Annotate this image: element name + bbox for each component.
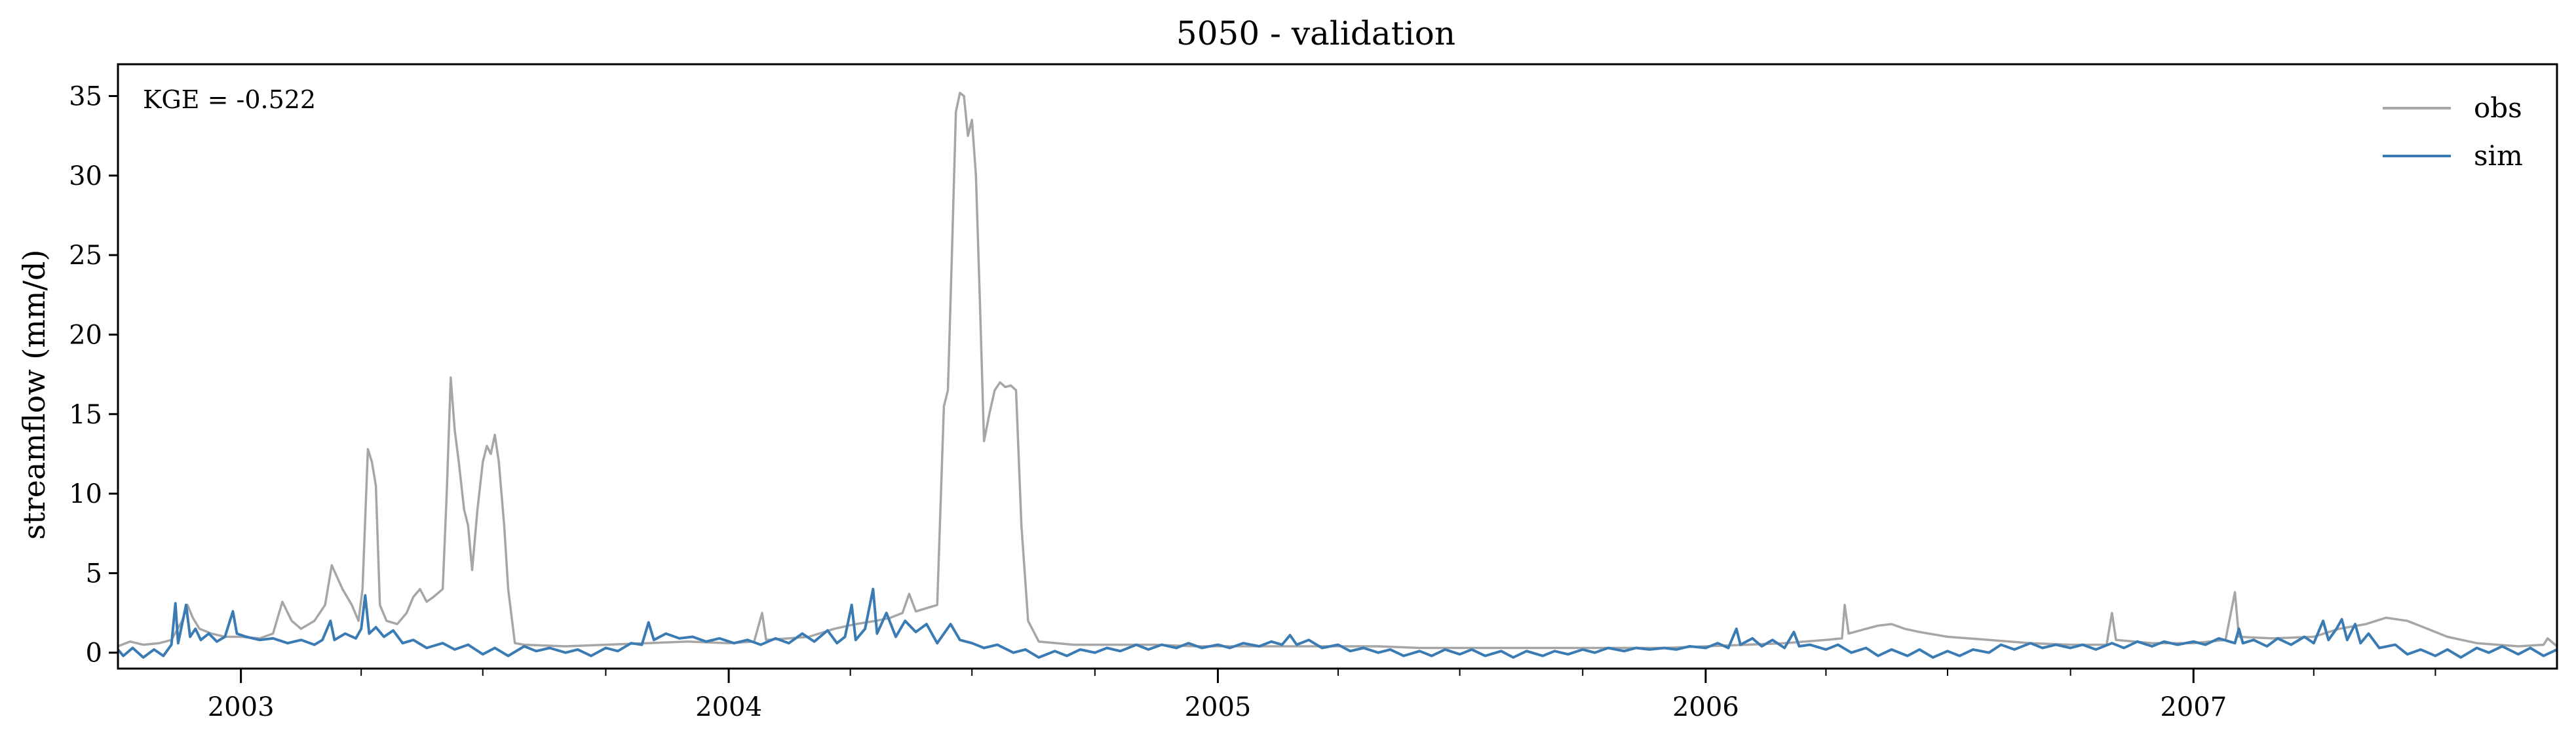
y-tick-label: 10 bbox=[69, 479, 102, 509]
y-axis-label: streamflow (mm/d) bbox=[16, 250, 52, 540]
y-tick-label: 5 bbox=[86, 558, 102, 589]
sim-series-line bbox=[117, 587, 2558, 659]
chart-title: 5050 - validation bbox=[1176, 14, 1455, 52]
x-tick-label: 2004 bbox=[695, 692, 762, 722]
x-tick-label: 2007 bbox=[2160, 692, 2227, 722]
x-tick-label: 2006 bbox=[1672, 692, 1739, 722]
kge-annotation: KGE = -0.522 bbox=[143, 85, 316, 114]
y-tick-label: 15 bbox=[69, 400, 102, 430]
plot-area bbox=[117, 91, 2558, 659]
y-tick-label: 0 bbox=[86, 638, 102, 669]
y-tick-label: 30 bbox=[69, 161, 102, 191]
y-tick-label: 35 bbox=[69, 82, 102, 112]
y-axis-ticks: 0 5 10 15 20 25 30 35 bbox=[69, 82, 118, 669]
x-tick-label: 2005 bbox=[1185, 692, 1252, 722]
legend-sim-label: sim bbox=[2474, 140, 2523, 172]
x-axis-ticks: 2003 2004 2005 2006 2007 bbox=[208, 669, 2227, 722]
x-axis-minor-ticks bbox=[360, 669, 2436, 676]
legend-obs-label: obs bbox=[2474, 92, 2522, 124]
obs-series-line bbox=[117, 91, 2558, 650]
x-tick-label: 2003 bbox=[208, 692, 275, 722]
y-tick-label: 20 bbox=[69, 320, 102, 350]
legend: obs sim bbox=[2383, 92, 2523, 172]
y-tick-label: 25 bbox=[69, 241, 102, 271]
plot-frame bbox=[117, 63, 2558, 670]
